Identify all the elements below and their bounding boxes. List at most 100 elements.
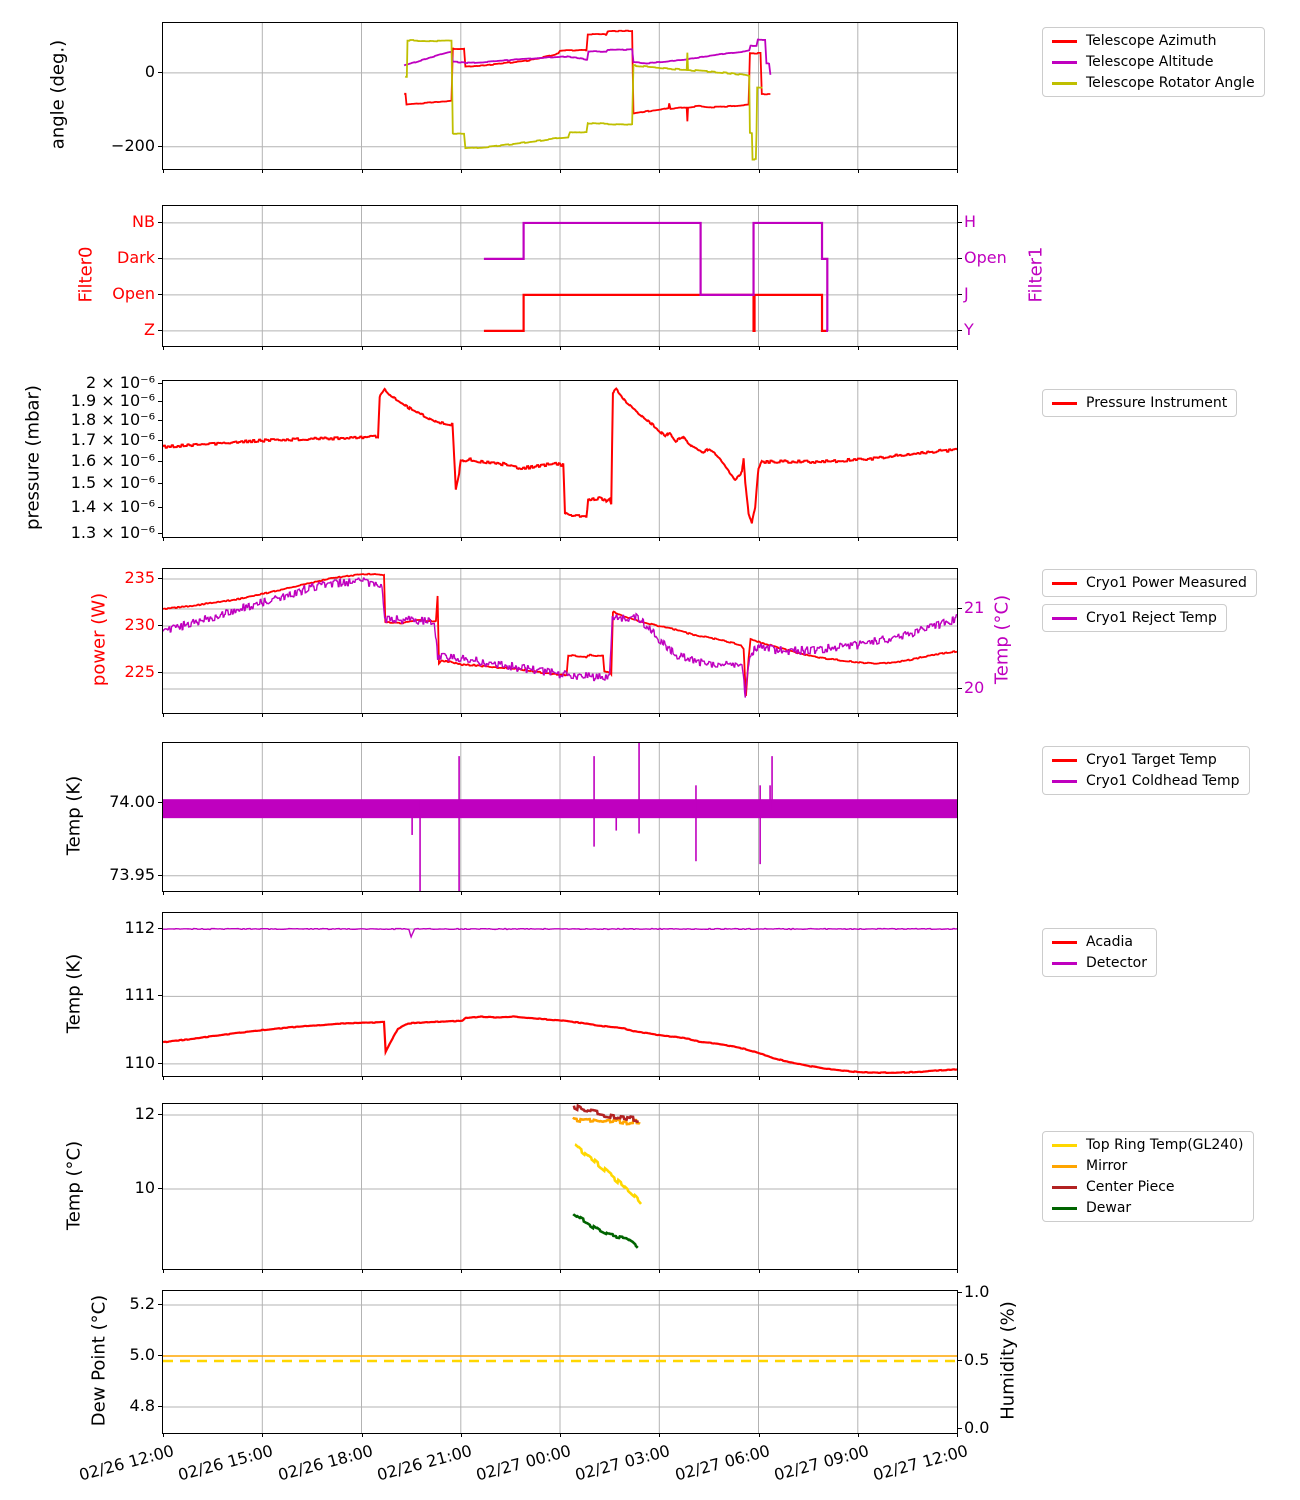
xtickmark [858, 1269, 859, 1273]
panel-filter [162, 205, 958, 347]
axis-label-cryo-power-left: power (W) [88, 592, 110, 687]
axis-label-cryo-temp-left: Temp (K) [63, 775, 85, 856]
ytick-telescope-temp-12: 12 [134, 1104, 155, 1123]
legend-item-dewar: Dewar [1052, 1200, 1244, 1216]
legend-item-cryo1-power-measured: Cryo1 Power Measured [1052, 575, 1247, 591]
legend-label-detector: Detector [1086, 955, 1148, 971]
ytick-right-filter-open: Open [964, 248, 1007, 267]
ytickmark [158, 258, 163, 259]
xtickmark [957, 1269, 958, 1273]
series-acadia [163, 1015, 957, 1074]
ytickmark [158, 294, 163, 295]
legend-item-top-ring-temp-gl240: Top Ring Temp(GL240) [1052, 1137, 1244, 1153]
xtickmark [957, 537, 958, 541]
xtickmark [163, 537, 164, 541]
panel-weather [162, 1290, 958, 1434]
axis-label-angle-left: angle (deg.) [47, 39, 69, 150]
ytick-pressure-1-9-10: 1.9 × 10⁻⁶ [70, 391, 155, 410]
ytickmark [158, 483, 163, 484]
xtickmark [362, 346, 363, 350]
xtickmark [659, 1269, 660, 1273]
panel-cryo-temp [162, 742, 958, 892]
axis-label-weather-right: Humidity (%) [997, 1301, 1019, 1420]
xtickmark [163, 891, 164, 895]
ytick-detector-temp-111: 111 [124, 985, 155, 1004]
plot-area-cryo-temp [163, 743, 957, 891]
legend-swatch-telescope-rotator-angle [1052, 81, 1077, 85]
ytickmark [957, 258, 962, 259]
ytick-weather-4-8: 4.8 [129, 1396, 155, 1415]
xtickmark [957, 169, 958, 173]
ytick-pressure-1-4-10: 1.4 × 10⁻⁶ [70, 497, 155, 516]
xtickmark [957, 713, 958, 717]
xtickmark [659, 713, 660, 717]
xtickmark [262, 537, 263, 541]
legend-item-telescope-azimuth: Telescope Azimuth [1052, 33, 1255, 49]
xtickmark [659, 346, 660, 350]
plot-area-filter [163, 206, 957, 346]
ytickmark [158, 440, 163, 441]
legend-item-telescope-altitude: Telescope Altitude [1052, 54, 1255, 70]
axis-label-telescope-temp-left: Temp (°C) [63, 1140, 85, 1231]
plot-area-angle [163, 23, 957, 169]
series-center-piece [572, 1104, 639, 1124]
xtickmark [262, 1433, 263, 1437]
ytick-right-cryo-power-21: 21 [964, 598, 985, 617]
ytick-pressure-1-5-10: 1.5 × 10⁻⁶ [70, 473, 155, 492]
axis-label-detector-temp-left: Temp (K) [63, 953, 85, 1034]
ytick-weather-5-0: 5.0 [129, 1345, 155, 1364]
legend-swatch-cryo1-target-temp [1052, 758, 1077, 762]
ytick-angle-200: −200 [111, 136, 155, 155]
legend-label-cryo1-power-measured: Cryo1 Power Measured [1086, 575, 1247, 591]
ytickmark [957, 330, 962, 331]
legend-item-cryo1-target-temp: Cryo1 Target Temp [1052, 752, 1240, 768]
xtickmark [163, 713, 164, 717]
xtickmark [858, 346, 859, 350]
ytickmark [957, 688, 962, 689]
xtickmark [858, 1076, 859, 1080]
xtickmark [461, 1076, 462, 1080]
xtickmark [362, 1433, 363, 1437]
xtickmark [362, 537, 363, 541]
ytickmark [158, 420, 163, 421]
ytickmark [158, 401, 163, 402]
xtickmark [262, 1076, 263, 1080]
panel-pressure [162, 380, 958, 538]
xtickmark [362, 713, 363, 717]
legend-label-cryo1-coldhead-temp: Cryo1 Coldhead Temp [1086, 773, 1240, 789]
legend-cryo-power-0: Cryo1 Power Measured [1042, 569, 1257, 597]
xtickmark [362, 1269, 363, 1273]
xtickmark [957, 891, 958, 895]
ytick-right-filter-j: J [964, 284, 969, 303]
ytick-pressure-2-10: 2 × 10⁻⁶ [86, 373, 155, 392]
xtickmark [759, 891, 760, 895]
axis-label-filter-left: Filter0 [75, 246, 97, 303]
ytick-detector-temp-112: 112 [124, 918, 155, 937]
ytickmark [158, 625, 163, 626]
xtickmark [759, 713, 760, 717]
legend-swatch-acadia [1052, 940, 1077, 944]
legend-swatch-cryo1-reject-temp [1052, 616, 1077, 620]
plot-area-weather [163, 1291, 957, 1433]
legend-item-cryo1-reject-temp: Cryo1 Reject Temp [1052, 610, 1217, 626]
ytickmark [158, 875, 163, 876]
xtickmark [163, 1433, 164, 1437]
legend-label-mirror: Mirror [1086, 1158, 1128, 1174]
ytickmark [158, 1406, 163, 1407]
xtickmark [957, 1433, 958, 1437]
ytickmark [158, 1355, 163, 1356]
xtickmark [262, 169, 263, 173]
xtickmark [163, 346, 164, 350]
legend-detector-temp-0: Acadia Detector [1042, 928, 1158, 977]
ytickmark [158, 928, 163, 929]
ytick-pressure-1-7-10: 1.7 × 10⁻⁶ [70, 430, 155, 449]
legend-swatch-cryo1-power-measured [1052, 581, 1077, 585]
series-telescope-azimuth [403, 29, 771, 122]
ytick-filter-z: Z [144, 320, 155, 339]
legend-label-telescope-azimuth: Telescope Azimuth [1086, 33, 1217, 49]
ytickmark [158, 1304, 163, 1305]
ytick-cryo-power-225: 225 [124, 662, 155, 681]
legend-label-top-ring-temp-gl240: Top Ring Temp(GL240) [1086, 1137, 1244, 1153]
legend-swatch-dewar [1052, 1206, 1077, 1210]
